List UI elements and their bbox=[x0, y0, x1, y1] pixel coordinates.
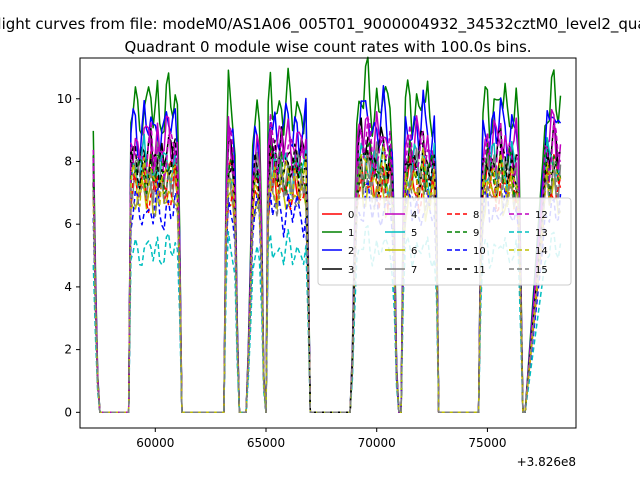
legend-label-7: 7 bbox=[411, 265, 417, 276]
legend-label-9: 9 bbox=[473, 228, 479, 239]
axes-frame bbox=[79, 57, 577, 429]
legend-label-2: 2 bbox=[348, 246, 354, 257]
legend-label-1: 1 bbox=[348, 228, 354, 239]
legend-label-3: 3 bbox=[348, 265, 354, 276]
legend-label-4: 4 bbox=[411, 210, 417, 221]
x-tick-label: 60000 bbox=[136, 436, 174, 450]
legend-label-13: 13 bbox=[535, 228, 548, 239]
legend-label-8: 8 bbox=[473, 210, 479, 221]
x-offset-label: +3.826e8 bbox=[517, 455, 576, 469]
y-tick-label: 10 bbox=[57, 92, 72, 106]
legend-label-14: 14 bbox=[535, 246, 548, 257]
y-tick-label: 8 bbox=[64, 154, 72, 168]
legend-label-0: 0 bbox=[348, 210, 354, 221]
legend-box bbox=[317, 197, 572, 286]
x-tick-label: 70000 bbox=[358, 436, 396, 450]
legend-label-10: 10 bbox=[473, 246, 486, 257]
legend-label-15: 15 bbox=[535, 265, 548, 276]
legend-label-12: 12 bbox=[535, 210, 548, 221]
y-tick-label: 2 bbox=[64, 343, 72, 357]
series-line-11 bbox=[92, 138, 561, 414]
x-tick-label: 65000 bbox=[247, 436, 285, 450]
y-tick-label: 4 bbox=[64, 280, 72, 294]
legend-label-11: 11 bbox=[473, 265, 486, 276]
axes-title: Quadrant 0 module wise count rates with … bbox=[124, 38, 531, 56]
legend-label-5: 5 bbox=[411, 228, 417, 239]
legend-label-6: 6 bbox=[411, 246, 417, 257]
x-axis: 60000 65000 70000 75000 bbox=[136, 428, 507, 450]
figure-suptitle: Plotting light curves from file: modeM0/… bbox=[0, 15, 640, 34]
y-tick-label: 0 bbox=[64, 405, 72, 419]
series-line-15 bbox=[92, 161, 562, 414]
x-tick-label: 75000 bbox=[468, 436, 506, 450]
y-axis: 0 2 4 6 8 10 bbox=[57, 92, 80, 419]
y-tick-label: 6 bbox=[64, 217, 72, 231]
